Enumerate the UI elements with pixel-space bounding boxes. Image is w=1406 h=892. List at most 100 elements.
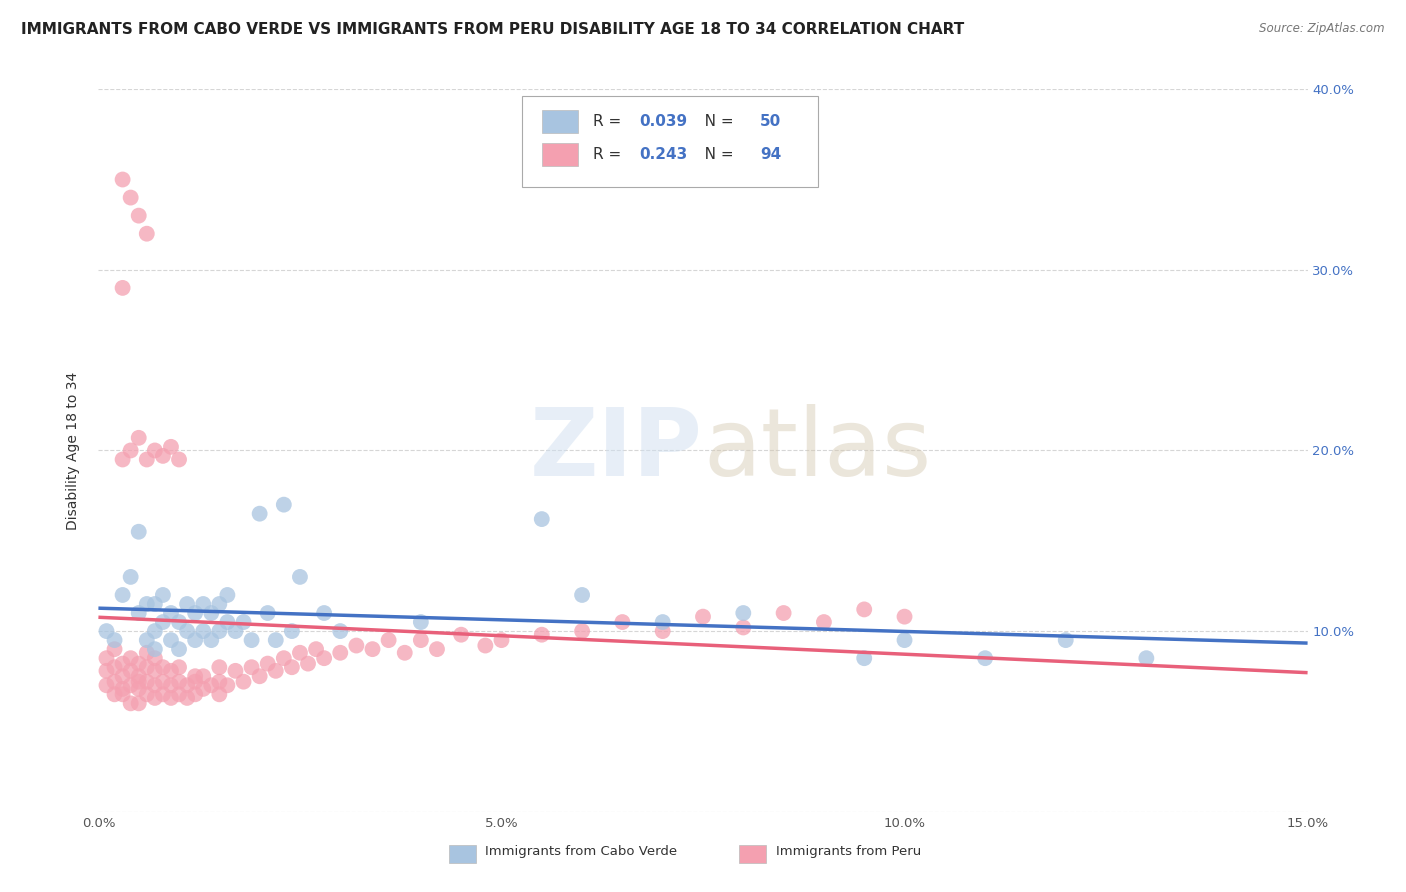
Point <box>571 588 593 602</box>
Text: 0.039: 0.039 <box>638 114 688 129</box>
Point <box>893 633 915 648</box>
Point <box>530 512 553 526</box>
Point <box>256 657 278 671</box>
Point <box>297 657 319 671</box>
Point <box>813 615 835 629</box>
Point <box>184 633 207 648</box>
Text: Immigrants from Cabo Verde: Immigrants from Cabo Verde <box>485 845 678 858</box>
Point <box>111 657 134 671</box>
Point <box>329 646 352 660</box>
Point <box>264 664 287 678</box>
Text: 50: 50 <box>759 114 782 129</box>
Point <box>135 452 157 467</box>
FancyBboxPatch shape <box>522 96 818 186</box>
Point <box>612 615 634 629</box>
Point <box>571 624 593 639</box>
Point <box>193 669 215 683</box>
Point <box>314 606 336 620</box>
Point <box>111 669 134 683</box>
Point <box>217 588 239 602</box>
Point <box>281 660 304 674</box>
Point <box>409 615 432 629</box>
Point <box>1054 633 1077 648</box>
Text: ZIP: ZIP <box>530 404 703 497</box>
Point <box>491 633 513 648</box>
Point <box>143 443 166 458</box>
Point <box>120 443 142 458</box>
Point <box>167 687 190 701</box>
Point <box>152 660 174 674</box>
Point <box>305 642 328 657</box>
Point <box>426 642 449 657</box>
Point <box>128 674 150 689</box>
Point <box>530 628 553 642</box>
Point <box>893 609 915 624</box>
Point <box>120 191 142 205</box>
Text: R =: R = <box>593 114 626 129</box>
Point <box>135 597 157 611</box>
Point <box>232 615 254 629</box>
Point <box>200 678 222 692</box>
Point <box>256 606 278 620</box>
Point <box>128 657 150 671</box>
Point <box>167 452 190 467</box>
Point <box>344 639 367 653</box>
Point <box>128 524 150 539</box>
Point <box>361 642 384 657</box>
Point <box>249 507 271 521</box>
Point <box>103 642 125 657</box>
Point <box>96 678 118 692</box>
Point <box>409 633 432 648</box>
Y-axis label: Disability Age 18 to 34: Disability Age 18 to 34 <box>66 371 80 530</box>
Point <box>273 498 295 512</box>
Point <box>224 664 246 678</box>
Point <box>143 597 166 611</box>
Point <box>135 687 157 701</box>
FancyBboxPatch shape <box>543 143 578 166</box>
FancyBboxPatch shape <box>740 845 766 863</box>
Point <box>128 209 150 223</box>
Point <box>143 678 166 692</box>
Point <box>152 615 174 629</box>
Point <box>111 452 134 467</box>
Point <box>273 651 295 665</box>
Point <box>103 674 125 689</box>
Point <box>120 678 142 692</box>
Point <box>152 674 174 689</box>
Point <box>377 633 399 648</box>
Point <box>96 624 118 639</box>
Point <box>96 651 118 665</box>
Point <box>692 609 714 624</box>
Point <box>128 431 150 445</box>
Point <box>217 615 239 629</box>
Point <box>120 570 142 584</box>
Point <box>135 660 157 674</box>
Point <box>152 449 174 463</box>
Point <box>111 281 134 295</box>
Point <box>152 588 174 602</box>
FancyBboxPatch shape <box>543 110 578 133</box>
Point <box>200 606 222 620</box>
Point <box>160 664 183 678</box>
Point <box>103 633 125 648</box>
Point <box>208 597 231 611</box>
Point <box>651 615 673 629</box>
Text: IMMIGRANTS FROM CABO VERDE VS IMMIGRANTS FROM PERU DISABILITY AGE 18 TO 34 CORRE: IMMIGRANTS FROM CABO VERDE VS IMMIGRANTS… <box>21 22 965 37</box>
Point <box>281 624 304 639</box>
Text: atlas: atlas <box>703 404 931 497</box>
Point <box>474 639 496 653</box>
Point <box>208 660 231 674</box>
Text: R =: R = <box>593 146 626 161</box>
Point <box>224 624 246 639</box>
Point <box>208 674 231 689</box>
Point <box>249 669 271 683</box>
Point <box>167 674 190 689</box>
Point <box>208 624 231 639</box>
FancyBboxPatch shape <box>449 845 475 863</box>
Point <box>853 602 876 616</box>
Point <box>167 660 190 674</box>
Point <box>264 633 287 648</box>
Point <box>111 172 134 186</box>
Point <box>160 690 183 705</box>
Point <box>184 674 207 689</box>
